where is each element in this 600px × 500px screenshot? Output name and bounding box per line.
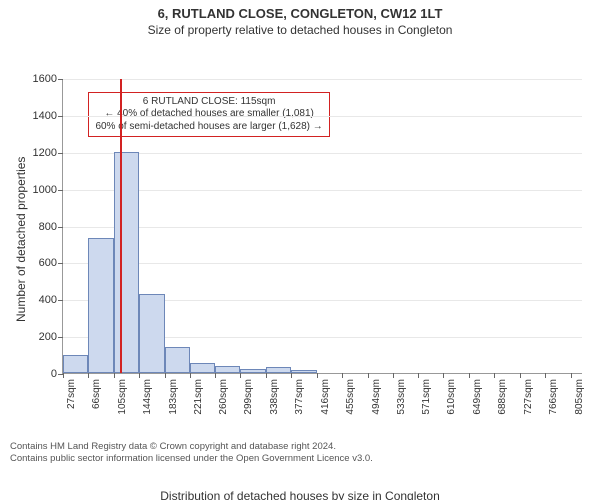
grid-line	[63, 190, 582, 191]
xtick-mark	[266, 373, 267, 378]
plot-wrap: 6 RUTLAND CLOSE: 115sqm← 40% of detached…	[0, 37, 600, 437]
xtick-label: 416sqm	[320, 379, 331, 415]
xtick-mark	[139, 373, 140, 378]
xtick-mark	[443, 373, 444, 378]
xtick-label: 533sqm	[396, 379, 407, 415]
xtick-mark	[342, 373, 343, 378]
ytick-label: 1000	[33, 184, 63, 196]
grid-line	[63, 153, 582, 154]
xtick-label: 338sqm	[269, 379, 280, 415]
xtick-mark	[317, 373, 318, 378]
ytick-label: 0	[51, 368, 63, 380]
histogram-bar	[291, 370, 316, 373]
xtick-label: 27sqm	[66, 379, 77, 409]
plot-area: 6 RUTLAND CLOSE: 115sqm← 40% of detached…	[62, 79, 582, 374]
xtick-mark	[571, 373, 572, 378]
footer-line-1: Contains HM Land Registry data © Crown c…	[10, 441, 590, 453]
ytick-label: 800	[39, 221, 63, 233]
grid-line	[63, 116, 582, 117]
xtick-mark	[520, 373, 521, 378]
annotation-line: ← 40% of detached houses are smaller (1,…	[95, 108, 322, 121]
histogram-bar	[190, 363, 215, 373]
grid-line	[63, 227, 582, 228]
chart-subtitle: Size of property relative to detached ho…	[0, 23, 600, 37]
xtick-mark	[190, 373, 191, 378]
xtick-mark	[393, 373, 394, 378]
chart-title: 6, RUTLAND CLOSE, CONGLETON, CW12 1LT	[0, 6, 600, 21]
xtick-label: 571sqm	[421, 379, 432, 415]
xtick-mark	[88, 373, 89, 378]
histogram-bar	[114, 152, 139, 373]
annotation-line: 60% of semi-detached houses are larger (…	[95, 121, 322, 134]
histogram-bar	[165, 347, 190, 373]
footer-line-2: Contains public sector information licen…	[10, 453, 590, 465]
ytick-label: 600	[39, 257, 63, 269]
xtick-mark	[545, 373, 546, 378]
xtick-label: 105sqm	[117, 379, 128, 415]
xtick-mark	[215, 373, 216, 378]
xtick-mark	[165, 373, 166, 378]
xtick-label: 766sqm	[548, 379, 559, 415]
x-axis-label: Distribution of detached houses by size …	[0, 489, 600, 500]
xtick-mark	[114, 373, 115, 378]
grid-line	[63, 79, 582, 80]
histogram-bar	[266, 367, 291, 373]
xtick-label: 455sqm	[345, 379, 356, 415]
xtick-label: 260sqm	[218, 379, 229, 415]
histogram-bar	[139, 294, 164, 373]
xtick-mark	[63, 373, 64, 378]
xtick-mark	[368, 373, 369, 378]
xtick-label: 610sqm	[446, 379, 457, 415]
ytick-label: 1400	[33, 110, 63, 122]
ytick-label: 400	[39, 294, 63, 306]
histogram-bar	[63, 355, 88, 373]
xtick-mark	[291, 373, 292, 378]
xtick-label: 183sqm	[168, 379, 179, 415]
footer: Contains HM Land Registry data © Crown c…	[0, 437, 600, 466]
xtick-label: 377sqm	[294, 379, 305, 415]
reference-line	[120, 79, 122, 373]
histogram-bar	[240, 369, 265, 373]
annotation-line: 6 RUTLAND CLOSE: 115sqm	[95, 96, 322, 109]
ytick-label: 1200	[33, 147, 63, 159]
histogram-bar	[88, 238, 113, 373]
xtick-label: 299sqm	[243, 379, 254, 415]
xtick-label: 144sqm	[142, 379, 153, 415]
xtick-label: 649sqm	[472, 379, 483, 415]
grid-line	[63, 263, 582, 264]
ytick-label: 200	[39, 331, 63, 343]
xtick-mark	[418, 373, 419, 378]
histogram-bar	[215, 366, 240, 373]
xtick-label: 805sqm	[574, 379, 585, 415]
xtick-mark	[240, 373, 241, 378]
xtick-label: 494sqm	[371, 379, 382, 415]
xtick-label: 688sqm	[497, 379, 508, 415]
ytick-label: 1600	[33, 73, 63, 85]
xtick-mark	[494, 373, 495, 378]
annotation-box: 6 RUTLAND CLOSE: 115sqm← 40% of detached…	[88, 92, 329, 138]
xtick-label: 66sqm	[91, 379, 102, 409]
xtick-label: 221sqm	[193, 379, 204, 415]
xtick-mark	[469, 373, 470, 378]
y-axis-label: Number of detached properties	[14, 156, 28, 321]
xtick-label: 727sqm	[523, 379, 534, 415]
